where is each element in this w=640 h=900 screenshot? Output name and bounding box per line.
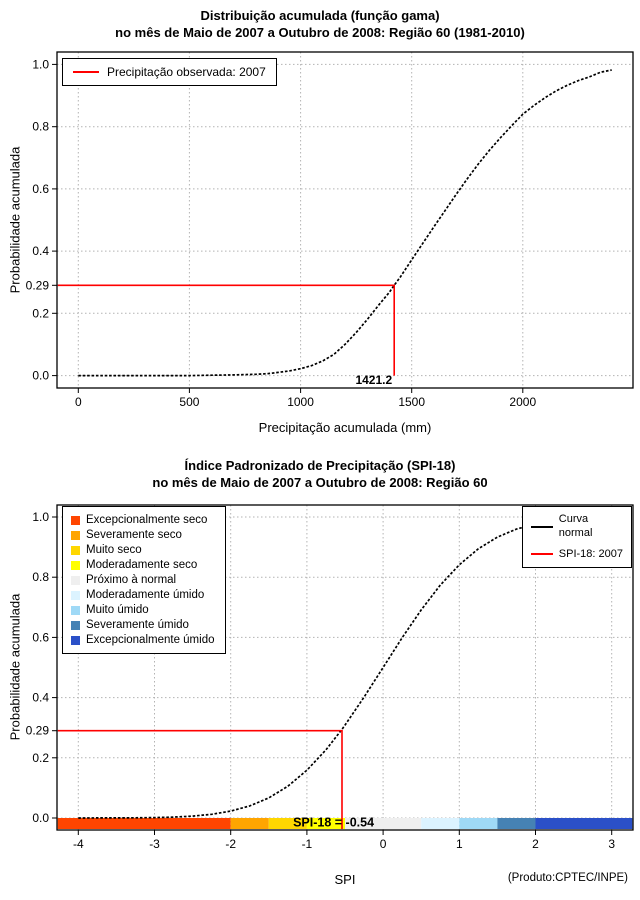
y-tick-label: 0.2 <box>32 751 49 765</box>
spi-category-bar-segment <box>268 818 307 829</box>
category-legend-item: Moderadamente úmido <box>71 589 215 601</box>
chart-title-line2: no mês de Maio de 2007 a Outubro de 2008… <box>152 475 488 490</box>
category-legend-item: Muito seco <box>71 544 215 556</box>
x-tick-label: 1 <box>456 837 463 851</box>
spi-category-bar-segment <box>57 818 231 829</box>
y-tick-label: 0.8 <box>32 570 49 584</box>
category-label: Excepcionalmente úmido <box>86 634 215 646</box>
chart-title: Índice Padronizado de Precipitação (SPI-… <box>0 457 640 491</box>
spi-category-bar-segment <box>497 818 536 829</box>
x-tick-label: -1 <box>302 837 313 851</box>
x-axis-label: SPI <box>334 872 356 887</box>
y-axis-label: Probabilidade acumulada <box>7 593 23 741</box>
spi-category-legend: Excepcionalmente seco Severamente seco Mui… <box>62 506 226 654</box>
cdf-curve <box>78 69 612 377</box>
x-tick-label: 1000 <box>287 395 314 409</box>
category-label: Próximo à normal <box>86 574 177 586</box>
category-label: Muito seco <box>86 544 142 556</box>
x-tick-label: 0 <box>380 837 387 851</box>
product-note: (Produto:CPTEC/INPE) <box>507 872 628 884</box>
y-tick-label: 0.6 <box>32 182 49 196</box>
category-swatch-icon <box>71 515 80 525</box>
category-legend-item: Severamente seco <box>71 529 215 541</box>
spi-category-bar-segment <box>306 818 345 829</box>
category-label: Muito úmido <box>86 604 149 616</box>
x-tick-label: -4 <box>73 837 84 851</box>
crosshair-y-value-label: 0.29 <box>26 724 50 738</box>
category-legend-item: Moderadamente seco <box>71 559 215 571</box>
curve-legend-label: Curva normal <box>558 513 593 539</box>
y-tick-label: 0.6 <box>32 630 49 644</box>
curve-legend-item: Curva normal <box>530 513 623 541</box>
cdf-curve <box>78 516 612 819</box>
category-legend-item: Excepcionalmente úmido <box>71 634 215 646</box>
category-legend-item: Excepcionalmente seco <box>71 514 215 526</box>
category-label: Severamente seco <box>86 529 182 541</box>
category-label: Severamente úmido <box>86 619 189 631</box>
observed-precip-legend-label: Precipitação observada: 2007 <box>107 65 266 79</box>
chart-title-line1: Índice Padronizado de Precipitação (SPI-… <box>184 458 456 473</box>
spi-category-bar-segment <box>459 818 498 829</box>
category-legend-item: Severamente úmido <box>71 619 215 631</box>
x-tick-label: 3 <box>608 837 615 851</box>
category-swatch-icon <box>71 575 80 585</box>
crosshair-x-value-label: 1421.2 <box>355 373 392 387</box>
plot-border <box>56 51 634 389</box>
chart-title: Distribuição acumulada (função gama) no … <box>0 7 640 41</box>
y-tick-label: 0.0 <box>32 369 49 383</box>
x-tick-label: -2 <box>225 837 236 851</box>
observed-value-crosshair <box>57 284 396 376</box>
category-label: Excepcionalmente seco <box>86 514 208 526</box>
x-tick-label: 1500 <box>398 395 425 409</box>
category-legend-item: Próximo à normal <box>71 574 215 586</box>
y-tick-label: 0.4 <box>32 691 49 705</box>
y-tick-label: 0.8 <box>32 120 49 134</box>
spi-category-bar-segment <box>535 818 633 829</box>
y-axis-label: Probabilidade acumulada <box>7 146 23 294</box>
plot-background <box>57 52 633 388</box>
observed-precip-legend: Precipitação observada: 2007 <box>62 58 277 86</box>
curve-legend: Curva normal SPI-18: 2007 <box>521 506 632 569</box>
x-axis-label: Precipitação acumulada (mm) <box>258 420 432 435</box>
red-line-sample-icon <box>73 71 99 73</box>
spi-category-bar-segment <box>345 818 422 829</box>
gamma-cumulative-chart: Distribuição acumulada (função gama) no … <box>0 7 640 435</box>
crosshair-y-value-label: 0.29 <box>26 278 50 292</box>
y-tick-label: 1.0 <box>32 57 49 71</box>
x-tick-label: 0 <box>75 395 82 409</box>
observed-value-crosshair <box>57 729 343 829</box>
chart-title-line2: no mês de Maio de 2007 a Outubro de 2008… <box>115 25 525 40</box>
x-tick-label: -3 <box>149 837 160 851</box>
x-tick-label: 2 <box>532 837 539 851</box>
chart-title-line1: Distribuição acumulada (função gama) <box>200 8 440 23</box>
spi-value-label: SPI-18 = -0.54 <box>293 816 374 830</box>
category-label: Moderadamente seco <box>86 559 198 571</box>
plot-border <box>56 504 634 831</box>
category-swatch-icon <box>71 620 80 630</box>
spi-category-bar-segment <box>421 818 460 829</box>
category-legend-item: Muito úmido <box>71 604 215 616</box>
category-swatch-icon <box>71 635 80 645</box>
curve-legend-item: SPI-18: 2007 <box>530 547 623 562</box>
y-tick-label: 0.4 <box>32 244 49 258</box>
category-swatch-icon <box>71 530 80 540</box>
gamma-cdf-plot: 0.29 1421.2 0 500 1000 1500 2000 0.0 0.2 0.4 0.6 0.… <box>26 51 634 409</box>
x-tick-label: 500 <box>179 395 199 409</box>
y-tick-label: 0.2 <box>32 306 49 320</box>
category-swatch-icon <box>71 545 80 555</box>
y-tick-label: 1.0 <box>32 510 49 524</box>
category-label: Moderadamente úmido <box>86 589 205 601</box>
curve-legend-label: SPI-18: 2007 <box>558 547 623 560</box>
curve-line-sample-icon <box>530 553 553 556</box>
category-swatch-icon <box>71 590 80 600</box>
category-swatch-icon <box>71 560 80 570</box>
y-tick-label: 0.0 <box>32 811 49 825</box>
spi-category-bar-segment <box>230 818 269 829</box>
curve-line-sample-icon <box>530 525 553 528</box>
spi18-cumulative-chart: Índice Padronizado de Precipitação (SPI-… <box>0 450 640 900</box>
x-tick-label: 2000 <box>509 395 536 409</box>
category-swatch-icon <box>71 605 80 615</box>
